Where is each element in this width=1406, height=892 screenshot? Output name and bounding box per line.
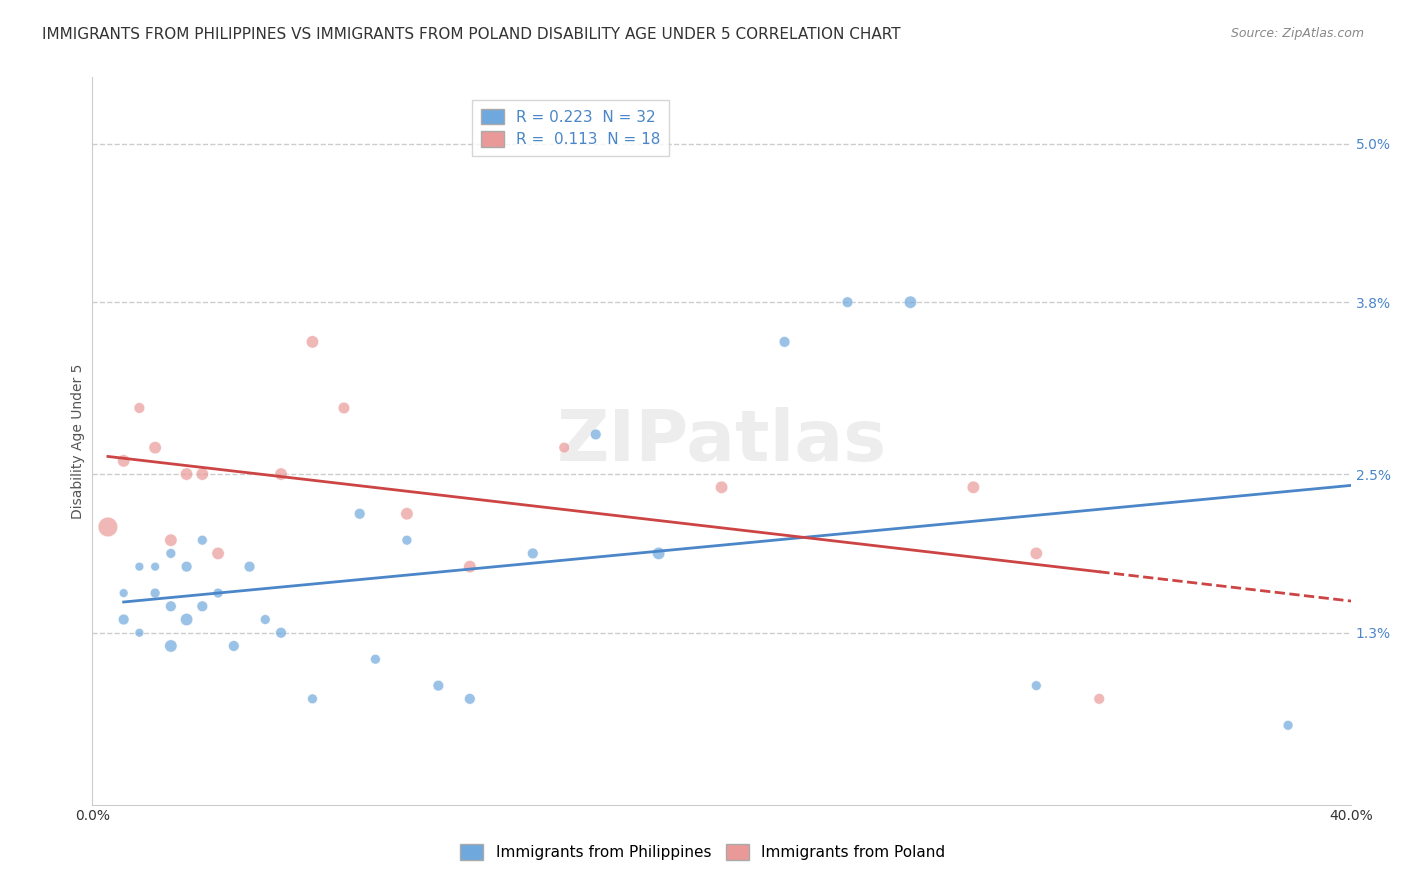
Point: [254, 613, 277, 627]
Text: ZIPatlas: ZIPatlas: [557, 407, 887, 475]
Point: [222, 639, 245, 653]
Point: [160, 546, 183, 560]
Point: [364, 652, 387, 666]
Point: [160, 639, 183, 653]
Point: [176, 467, 198, 481]
Legend: R = 0.223  N = 32, R =  0.113  N = 18: R = 0.223 N = 32, R = 0.113 N = 18: [471, 100, 669, 156]
Point: [1277, 718, 1299, 732]
Point: [395, 533, 418, 548]
Point: [395, 507, 418, 521]
Point: [647, 546, 669, 560]
Point: [112, 586, 135, 600]
Point: [97, 520, 120, 534]
Point: [207, 586, 229, 600]
Point: [160, 599, 183, 614]
Point: [773, 334, 796, 349]
Point: [522, 546, 544, 560]
Point: [270, 467, 292, 481]
Point: [128, 401, 150, 415]
Point: [238, 559, 260, 574]
Point: [837, 295, 859, 310]
Point: [143, 586, 166, 600]
Point: [270, 625, 292, 640]
Text: IMMIGRANTS FROM PHILIPPINES VS IMMIGRANTS FROM POLAND DISABILITY AGE UNDER 5 COR: IMMIGRANTS FROM PHILIPPINES VS IMMIGRANT…: [42, 27, 901, 42]
Y-axis label: Disability Age Under 5: Disability Age Under 5: [72, 363, 86, 519]
Point: [176, 613, 198, 627]
Point: [143, 559, 166, 574]
Point: [176, 559, 198, 574]
Point: [333, 401, 356, 415]
Point: [112, 613, 135, 627]
Point: [710, 480, 733, 494]
Point: [301, 334, 323, 349]
Point: [160, 533, 183, 548]
Point: [112, 454, 135, 468]
Point: [301, 691, 323, 706]
Point: [1088, 691, 1111, 706]
Point: [128, 559, 150, 574]
Point: [585, 427, 607, 442]
Point: [427, 679, 450, 693]
Point: [458, 691, 481, 706]
Point: [1025, 679, 1047, 693]
Point: [349, 507, 371, 521]
Point: [1025, 546, 1047, 560]
Point: [143, 441, 166, 455]
Point: [458, 559, 481, 574]
Point: [900, 295, 922, 310]
Point: [962, 480, 984, 494]
Text: Source: ZipAtlas.com: Source: ZipAtlas.com: [1230, 27, 1364, 40]
Point: [191, 599, 214, 614]
Point: [553, 441, 575, 455]
Point: [128, 625, 150, 640]
Legend: Immigrants from Philippines, Immigrants from Poland: Immigrants from Philippines, Immigrants …: [454, 838, 952, 866]
Point: [191, 533, 214, 548]
Point: [207, 546, 229, 560]
Point: [191, 467, 214, 481]
